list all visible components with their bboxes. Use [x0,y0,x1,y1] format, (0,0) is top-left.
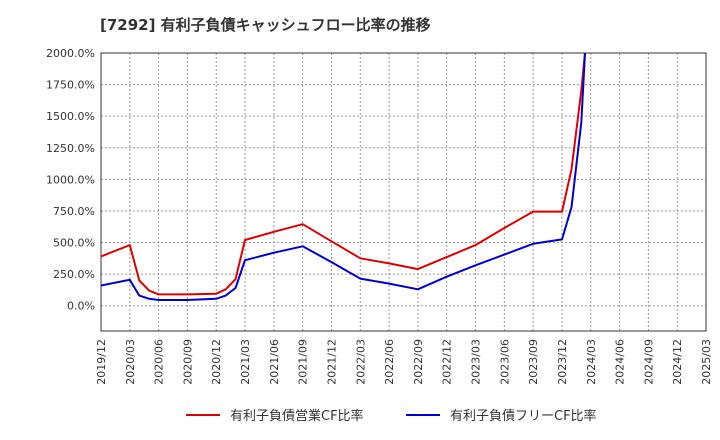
x-tick-label: 2020/03 [124,339,137,385]
x-tick-label: 2023/09 [527,339,540,385]
x-tick-label: 2024/09 [642,339,655,385]
x-tick-label: 2022/03 [354,339,367,385]
x-tick-label: 2022/06 [383,339,396,385]
y-tick-label: 750.0% [53,205,95,218]
x-tick-label: 2020/09 [181,339,194,385]
chart-title: [7292] 有利子負債キャッシュフロー比率の推移 [100,16,431,34]
x-tick-label: 2020/12 [210,339,223,385]
y-tick-label: 1500.0% [46,110,95,123]
x-tick-label: 2022/12 [441,339,454,385]
x-tick-label: 2021/06 [268,339,281,385]
plot-frame [100,52,707,332]
x-tick-label: 2025/03 [700,339,713,385]
y-tick-label: 500.0% [53,237,95,250]
y-tick-label: 1750.0% [46,79,95,92]
y-tick-label: 1000.0% [46,173,95,186]
plot-area [101,53,706,331]
x-tick-label: 2024/12 [671,339,684,385]
x-tick-label: 2024/03 [585,339,598,385]
x-tick-label: 2022/09 [412,339,425,385]
x-tick-label: 2021/03 [239,339,252,385]
legend-label-2: 有利子負債フリーCF比率 [450,408,597,424]
x-tick-label: 2024/06 [614,339,627,385]
y-tick-label: 1250.0% [46,142,95,155]
x-tick-label: 2023/03 [470,339,483,385]
x-tick-label: 2021/09 [297,339,310,385]
y-tick-label: 250.0% [53,268,95,281]
x-tick-label: 2020/06 [153,339,166,385]
y-tick-label: 0.0% [67,300,95,313]
y-tick-label: 2000.0% [46,47,95,60]
legend-label-1: 有利子負債営業CF比率 [230,408,364,424]
series-line-1 [101,52,586,296]
series-line-2 [101,52,586,301]
x-tick-label: 2023/06 [498,339,511,385]
x-tick-label: 2021/12 [325,339,338,385]
x-tick-label: 2023/12 [556,339,569,385]
x-tick-label: 2019/12 [95,339,108,385]
